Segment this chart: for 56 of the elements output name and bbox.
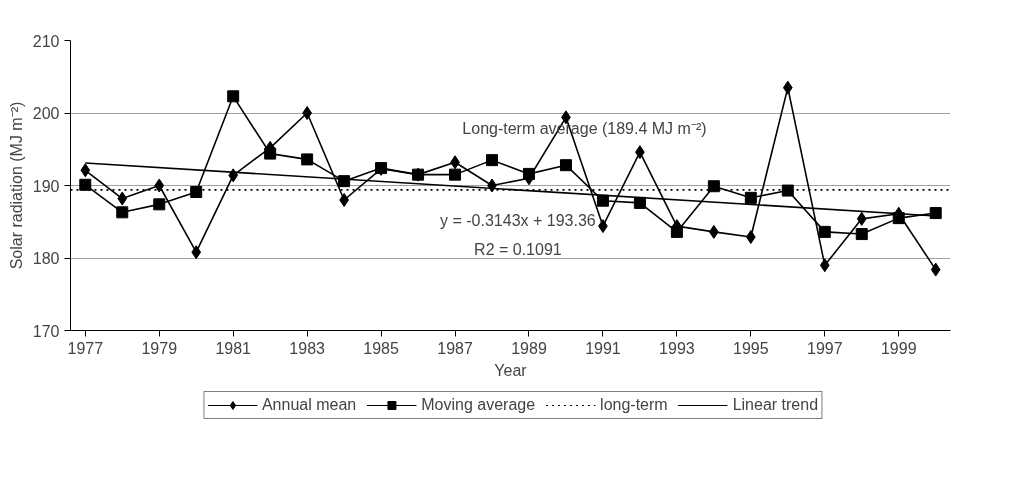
- legend-label: Linear trend: [732, 396, 819, 414]
- point: [930, 262, 941, 277]
- point: [856, 211, 867, 226]
- point: [929, 207, 942, 220]
- point: [670, 225, 683, 238]
- y-tick-label: 200: [32, 105, 60, 122]
- point: [339, 193, 349, 207]
- x-tick-label: 1993: [659, 339, 695, 357]
- point: [190, 186, 203, 199]
- x-tick-label: 1985: [363, 339, 399, 357]
- point: [855, 228, 868, 241]
- x-tick-label: 1983: [289, 339, 326, 357]
- point: [486, 154, 499, 167]
- legend-label: Annual mean: [261, 396, 357, 414]
- y-axis-title: Solar radiation (MJ m⁻²): [7, 101, 25, 270]
- point: [153, 198, 166, 211]
- x-tick-label: 1999: [880, 339, 917, 357]
- point: [117, 191, 128, 206]
- point: [116, 206, 129, 219]
- point: [744, 191, 757, 204]
- x-tick-label: 1995: [733, 339, 769, 357]
- point: [154, 178, 165, 193]
- point: [782, 80, 793, 95]
- point: [227, 90, 240, 103]
- legend-label: long-term: [600, 396, 668, 414]
- point: [818, 225, 831, 238]
- annotation: y = -0.3143x + 193.36: [440, 212, 596, 229]
- x-tick-label: 1979: [141, 339, 178, 357]
- point: [819, 258, 830, 273]
- point: [522, 167, 535, 180]
- y-tick-label: 210: [32, 32, 60, 50]
- point: [264, 147, 277, 160]
- x-tick-label: 1997: [806, 339, 843, 357]
- point: [79, 178, 92, 191]
- x-tick-label: 1977: [67, 339, 104, 357]
- point: [302, 106, 312, 120]
- annotation: R2 = 0.1091: [474, 241, 562, 258]
- point: [301, 153, 314, 166]
- x-tick-label: 1991: [585, 339, 621, 357]
- x-tick-label: 1981: [215, 339, 252, 357]
- y-tick-label: 190: [32, 177, 60, 195]
- point: [707, 180, 720, 193]
- x-axis-title: Year: [494, 361, 528, 379]
- point: [80, 163, 91, 178]
- x-tick-label: 1989: [511, 339, 547, 357]
- point: [228, 168, 239, 183]
- point: [781, 184, 794, 197]
- point: [191, 245, 202, 260]
- point: [633, 196, 646, 209]
- legend-label: Moving average: [421, 396, 536, 414]
- y-tick-label: 180: [32, 250, 60, 267]
- y-tick-label: 170: [32, 322, 60, 340]
- point: [596, 194, 609, 207]
- point: [449, 168, 462, 181]
- point: [559, 159, 572, 172]
- x-tick-label: 1987: [437, 339, 473, 357]
